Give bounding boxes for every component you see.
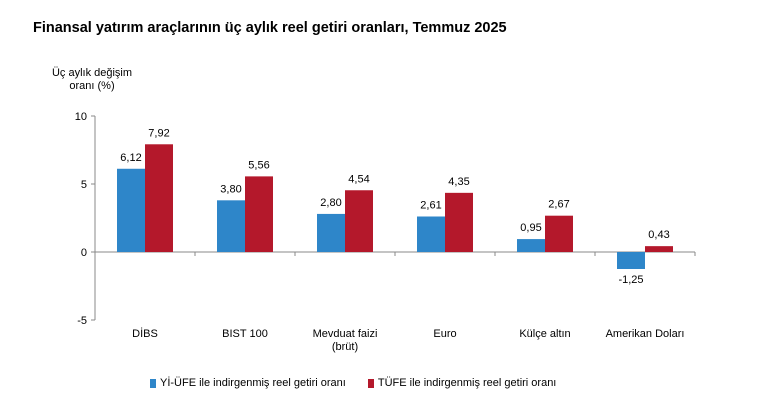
- y-tick-label: 0: [81, 247, 87, 259]
- y-tick-label: 5: [81, 179, 87, 191]
- data-label: 4,54: [348, 173, 369, 185]
- data-label: 4,35: [448, 176, 469, 188]
- bar-yi-ufe: [117, 168, 145, 252]
- chart-title: Finansal yatırım araçlarının üç aylık re…: [33, 20, 507, 36]
- data-label: 0,43: [648, 229, 669, 241]
- y-tick-label: -5: [77, 315, 87, 327]
- bar-yi-ufe: [417, 216, 445, 252]
- legend-label-tufe: TÜFE ile indirgenmiş reel getiri oranı: [377, 377, 557, 389]
- data-label: -1,25: [618, 274, 643, 286]
- x-tick-label: Amerikan Doları: [606, 328, 685, 340]
- data-label: 6,12: [120, 152, 141, 164]
- x-tick-label: Euro: [433, 328, 456, 340]
- x-tick-label: BIST 100: [222, 328, 268, 340]
- y-axis-label: Üç aylık değişim: [52, 67, 132, 79]
- legend-label-yi-ufe: Yİ-ÜFE ile indirgenmiş reel getiri oranı: [160, 377, 346, 389]
- legend-item-tufe: TÜFE ile indirgenmiş reel getiri oranı: [367, 377, 557, 389]
- bar-tufe: [545, 215, 573, 252]
- x-tick-label: Mevduat faizi: [313, 328, 378, 340]
- data-label: 0,95: [520, 222, 541, 234]
- data-label: 2,67: [548, 199, 569, 211]
- data-label: 7,92: [148, 127, 169, 139]
- bar-tufe: [345, 190, 373, 252]
- legend: Yİ-ÜFE ile indirgenmiş reel getiri oranı…: [150, 377, 556, 389]
- data-label: 3,80: [220, 183, 241, 195]
- legend-item-yi-ufe: Yİ-ÜFE ile indirgenmiş reel getiri oranı: [150, 377, 346, 389]
- data-label: 5,56: [248, 159, 269, 171]
- y-axis-label: oranı (%): [69, 80, 114, 92]
- bar-yi-ufe: [317, 213, 345, 252]
- legend-swatch-tufe: [367, 378, 374, 388]
- bar-yi-ufe: [517, 239, 545, 252]
- bar-tufe: [245, 176, 273, 252]
- bar-yi-ufe: [217, 200, 245, 252]
- bar-tufe: [445, 192, 473, 252]
- data-label: 2,61: [420, 200, 441, 212]
- y-tick-label: 10: [75, 111, 87, 123]
- x-tick-label: (brüt): [332, 341, 358, 353]
- bar-tufe: [145, 144, 173, 252]
- bar-yi-ufe: [617, 252, 645, 269]
- bar-tufe: [645, 246, 673, 252]
- x-tick-label: Külçe altın: [519, 328, 570, 340]
- legend-swatch-yi-ufe: [150, 378, 156, 388]
- data-label: 2,80: [320, 197, 341, 209]
- x-tick-label: DİBS: [132, 327, 158, 340]
